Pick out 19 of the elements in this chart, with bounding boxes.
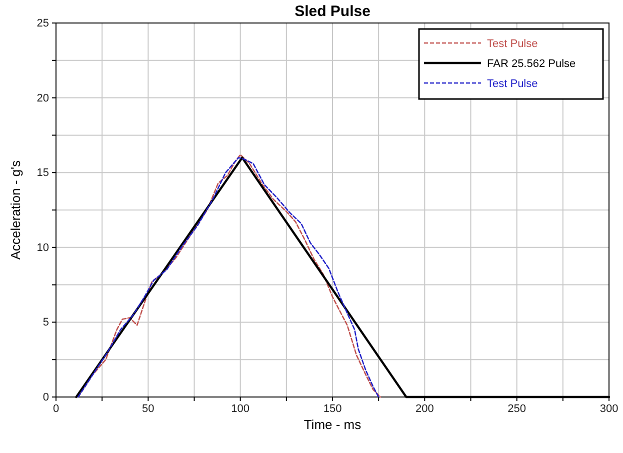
- text: FAR 25.562 Pulse: [487, 58, 576, 70]
- y-tick-label: 20: [36, 92, 49, 104]
- y-tick-label: 15: [36, 167, 49, 180]
- x-tick-label: 200: [415, 402, 434, 415]
- x-axis-title: Time - ms: [304, 417, 362, 432]
- y-tick-label: 25: [36, 18, 49, 30]
- x-tick-label: 0: [52, 402, 60, 415]
- y-tick-label: 0: [42, 392, 49, 404]
- x-tick-label: 300: [600, 402, 618, 415]
- text: Test Pulse: [487, 38, 538, 50]
- x-tick-label: 50: [142, 402, 154, 415]
- x-tick-label: 150: [323, 402, 342, 415]
- text: Test Pulse: [487, 78, 538, 90]
- y-tick-label: 10: [36, 242, 49, 254]
- y-tick-label: 5: [42, 316, 49, 329]
- chart-title: Sled Pulse: [294, 3, 370, 20]
- x-tick-label: 100: [231, 402, 250, 415]
- y-axis-title: Acceleration - g's: [8, 160, 23, 260]
- x-tick-label: 250: [508, 402, 526, 415]
